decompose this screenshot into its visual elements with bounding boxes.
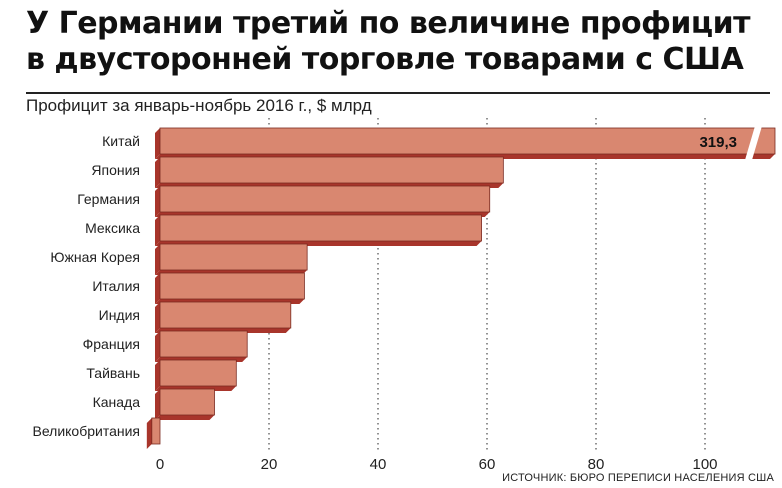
category-label: Япония (91, 162, 140, 178)
category-label: Южная Корея (50, 249, 140, 265)
bar-side (155, 331, 160, 362)
category-label: Франция (83, 336, 140, 352)
bar-row: Канада (93, 388, 215, 420)
bar (159, 127, 776, 155)
bar-bottom (155, 415, 215, 420)
bar (159, 301, 292, 329)
category-label: Канада (93, 394, 141, 410)
bar (159, 243, 308, 271)
bar-side (155, 302, 160, 333)
title-line-2: в двусторонней торговле товарами с США (26, 42, 744, 77)
chart-subtitle: Профицит за январь-ноябрь 2016 г., $ млр… (26, 96, 372, 115)
bar-side (155, 128, 160, 159)
x-tick-label: 40 (370, 456, 387, 473)
bar-side (155, 389, 160, 420)
category-label: Тайвань (86, 365, 140, 381)
bar (159, 359, 237, 387)
bar (151, 417, 161, 445)
bar-row: Италия (92, 272, 305, 304)
bar (159, 214, 482, 242)
category-label: Мексика (85, 220, 140, 236)
bar-row: Мексика (85, 214, 482, 246)
bar-row: Франция (83, 330, 248, 362)
x-tick-label: 20 (261, 456, 278, 473)
bar (159, 272, 305, 300)
bar-row: Тайвань (86, 359, 237, 391)
bar-row: Индия (99, 301, 292, 333)
x-tick-label: 100 (692, 456, 717, 473)
category-label: Германия (77, 191, 140, 207)
category-label: Китай (102, 133, 140, 149)
bar (159, 185, 491, 213)
bar-row: Южная Корея (50, 243, 308, 275)
category-label: Индия (99, 307, 140, 323)
x-tick-label: 60 (479, 456, 496, 473)
bar (159, 388, 215, 416)
title-rule (26, 92, 770, 94)
bar-side (155, 360, 160, 391)
chart-title: У Германии третий по величине профицит в… (26, 6, 766, 78)
bar (159, 330, 248, 358)
bar-side (155, 157, 160, 188)
bar-side (155, 244, 160, 275)
bar-row: Япония (91, 156, 504, 188)
bar (159, 156, 504, 184)
category-label: Италия (92, 278, 140, 294)
source-note: ИСТОЧНИК: БЮРО ПЕРЕПИСИ НАСЕЛЕНИЯ США (502, 472, 774, 484)
bar-row: Германия (77, 185, 491, 217)
bar-side (155, 186, 160, 217)
bar-side (155, 215, 160, 246)
axis-break (745, 126, 762, 160)
bar-row: Китай 319,3 (102, 126, 776, 160)
bar-side (155, 273, 160, 304)
category-label: Великобритания (32, 423, 140, 439)
x-tick-label: 80 (588, 456, 605, 473)
data-label: 319,3 (699, 134, 737, 151)
x-tick-label: 0 (156, 456, 164, 473)
bar-side (146, 418, 152, 449)
title-line-1: У Германии третий по величине профицит (26, 6, 751, 41)
bar-row: Великобритания (32, 417, 161, 449)
